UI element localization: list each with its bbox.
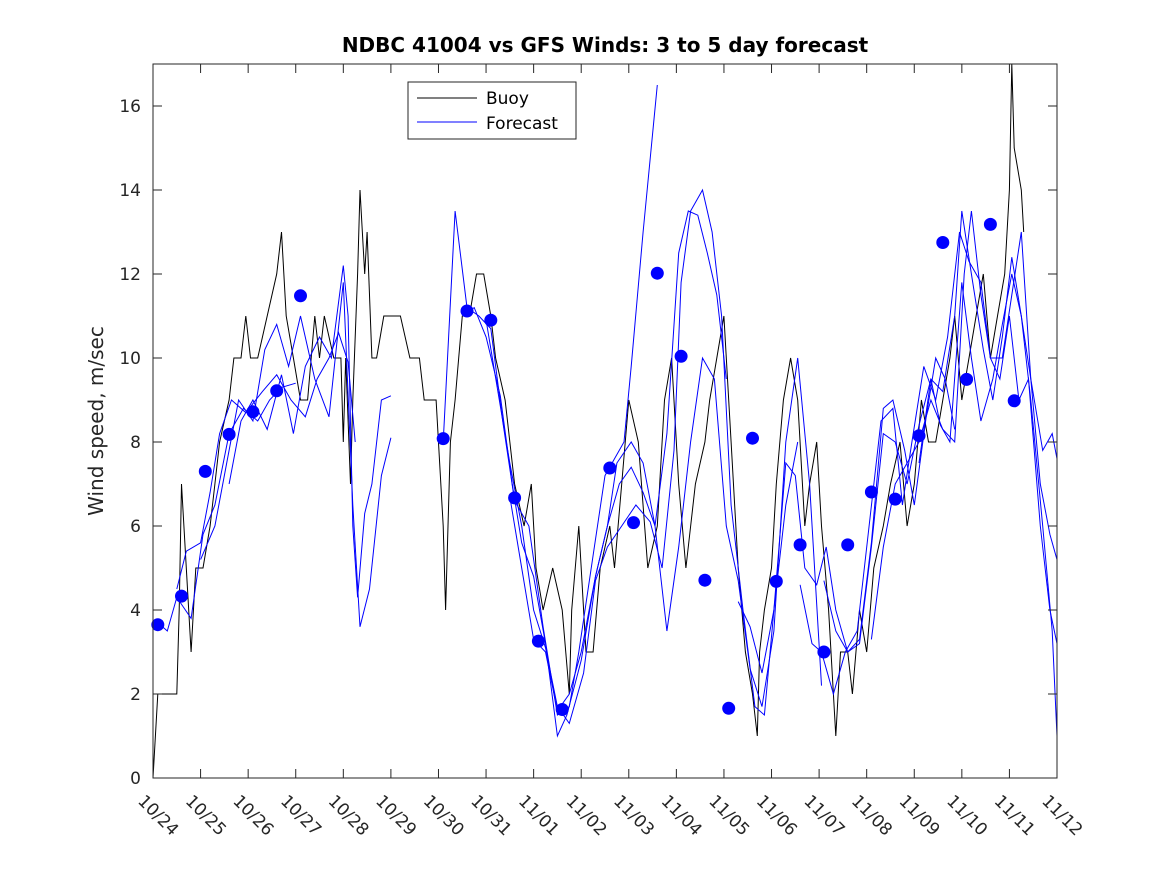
x-tick-label: 10/27 [276,791,325,840]
x-tick-label: 10/25 [181,791,230,840]
x-tick-label: 10/31 [467,791,516,840]
y-tick-label: 6 [130,517,141,537]
forecast-marker-27 [912,429,926,443]
forecast-marker-25 [864,485,878,499]
x-tick-label: 11/10 [942,791,991,840]
forecast-marker-13 [555,703,569,716]
x-tick-label: 11/03 [609,791,658,840]
forecast-marker-16 [650,266,664,280]
legend: Buoy Forecast [407,81,577,140]
x-tick-label: 10/28 [324,791,373,840]
forecast-marker-20 [746,431,759,445]
x-tick-label: 11/08 [847,791,896,840]
forecast-series-line-3 [200,282,392,627]
forecast-series-line-4 [228,265,392,598]
axes-box [152,63,1058,779]
x-tick-label: 11/12 [1037,791,1086,840]
forecast-series-line-5 [442,84,658,716]
forecast-marker-14 [603,461,617,475]
forecast-marker-30 [983,217,997,231]
x-tick-label: 11/11 [990,791,1039,840]
y-tick-label: 2 [130,685,141,705]
x-tick-label: 11/01 [514,791,563,840]
y-tick-label: 16 [119,97,141,117]
x-axis-ticks: 10/2410/2510/2610/2710/2810/2910/3010/31… [133,64,1086,840]
x-tick-label: 11/05 [704,791,753,840]
y-tick-label: 8 [130,433,141,453]
forecast-marker-31 [1007,394,1021,408]
x-tick-label: 11/04 [657,791,706,840]
buoy-series-line [152,63,1025,779]
forecast-marker-26 [888,492,902,506]
y-tick-label: 14 [119,181,141,201]
forecast-marker-8 [436,432,450,446]
forecast-marker-15 [627,516,640,530]
forecast-marker-5 [246,405,260,419]
forecast-marker-23 [817,645,831,659]
y-tick-label: 0 [130,769,141,789]
forecast-marker-10 [484,313,498,327]
forecast-marker-18 [698,573,712,587]
forecast-marker-2 [175,589,188,603]
forecast-marker-9 [460,304,474,318]
x-tick-label: 11/06 [752,791,801,840]
forecast-series-line-1 [157,382,296,632]
forecast-marker-6 [270,384,284,398]
forecast-marker-21 [769,574,783,588]
forecast-marker-1 [151,618,165,632]
forecast-series-line-11 [823,210,1058,653]
forecast-marker-22 [793,538,807,552]
forecast-marker-29 [960,372,974,386]
x-tick-label: 11/07 [800,791,849,840]
y-tick-label: 12 [119,265,141,285]
forecast-marker-28 [936,236,950,249]
forecast-marker-12 [531,634,545,648]
chart-title: NDBC 41004 vs GFS Winds: 3 to 5 day fore… [342,33,869,57]
legend-forecast-label: Forecast [486,114,558,134]
x-tick-label: 10/29 [371,791,420,840]
x-tick-label: 11/02 [562,791,611,840]
y-axis-label: Wind speed, m/sec [84,326,108,516]
x-tick-label: 10/26 [229,791,278,840]
forecast-marker-17 [674,349,688,363]
y-tick-label: 4 [130,601,141,621]
forecast-marker-4 [222,427,236,441]
legend-box [407,81,577,140]
forecast-series-line-12 [870,210,1058,640]
forecast-marker-19 [722,701,736,715]
plot-area [151,63,1058,779]
forecast-series-line-13 [918,273,1058,737]
forecast-series-line-2 [176,331,356,590]
x-tick-label: 10/24 [133,791,182,840]
forecast-marker-3 [198,464,212,478]
legend-buoy-label: Buoy [486,89,529,109]
x-tick-label: 10/30 [419,791,468,840]
forecast-marker-11 [508,491,522,505]
forecast-marker-24 [841,538,855,552]
y-tick-label: 10 [119,349,141,369]
forecast-marker-7 [294,289,307,303]
y-axis-ticks: 0 2 4 6 8 10 12 14 16 [119,97,1057,789]
x-tick-label: 11/09 [895,791,944,840]
